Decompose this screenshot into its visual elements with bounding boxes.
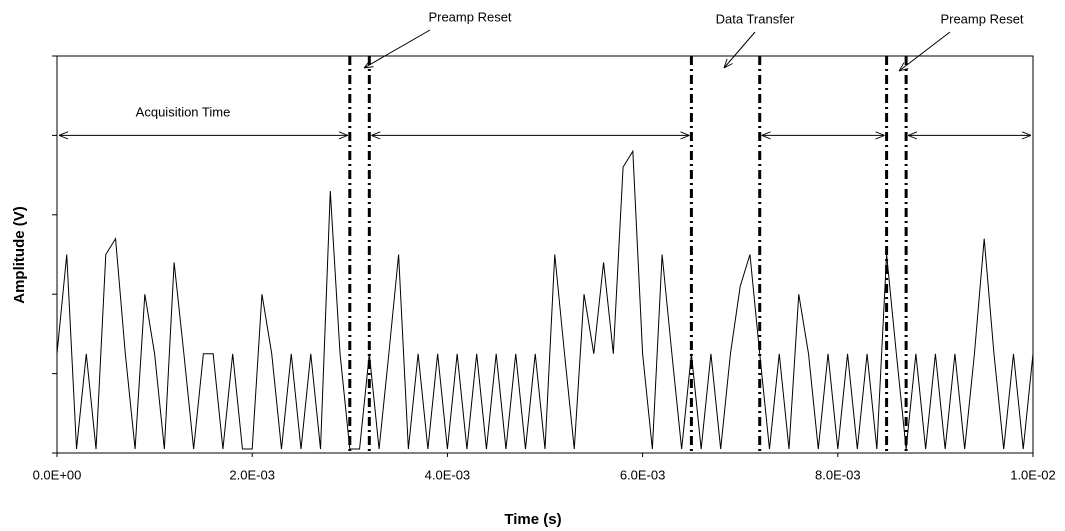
x-tick-label: 4.0E-03 (425, 467, 471, 482)
signal-line (56, 149, 1034, 450)
annotation-label: Preamp Reset (428, 9, 511, 24)
x-axis-title: Time (s) (504, 511, 561, 528)
annotation-pointer (724, 31, 756, 68)
annotation-label: Acquisition Time (136, 104, 231, 119)
annotation-label: Preamp Reset (940, 11, 1023, 26)
annotation-label: Data Transfer (716, 11, 795, 26)
annotation-pointer (364, 29, 431, 68)
y-axis-title: Amplitude (V) (11, 206, 28, 304)
x-tick-label: 8.0E-03 (815, 467, 861, 482)
plot-frame (56, 55, 1034, 454)
x-tick-label: 0.0E+00 (33, 467, 82, 482)
x-tick-label: 1.0E-02 (1010, 467, 1056, 482)
x-tick-label: 6.0E-03 (620, 467, 666, 482)
annotation-pointer (899, 31, 951, 71)
x-tick-label: 2.0E-03 (229, 467, 275, 482)
